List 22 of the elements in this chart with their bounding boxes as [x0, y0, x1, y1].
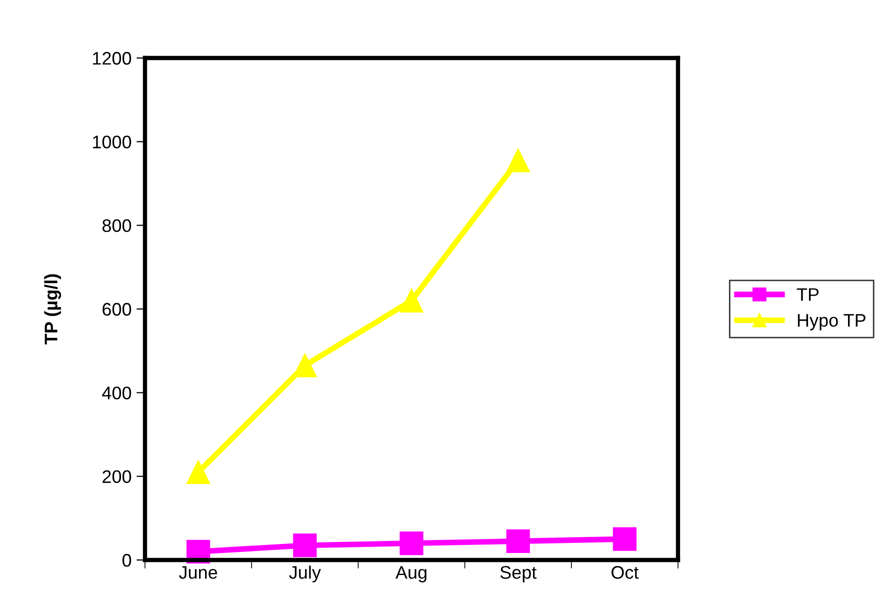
- legend-label: TP: [796, 288, 819, 301]
- point: [400, 531, 424, 556]
- y-tick-label: 200: [102, 470, 132, 484]
- point: [506, 148, 530, 172]
- x-tick-label: Aug: [395, 566, 426, 582]
- y-tick-label: 600: [102, 302, 132, 316]
- point: [506, 529, 530, 553]
- x-tick-label: July: [289, 566, 321, 582]
- y-tick-label: 800: [102, 219, 132, 232]
- legend-label: Hypo TP: [798, 314, 866, 330]
- point: [293, 534, 317, 558]
- y-tick-label: 400: [102, 386, 132, 400]
- point: [400, 288, 424, 312]
- y-tick-label: 1200: [93, 52, 132, 65]
- y-tick-label: 0: [122, 554, 132, 567]
- y-axis-title: TP (µg/l): [44, 274, 62, 344]
- x-tick-label: June: [179, 566, 218, 579]
- y-tick-label: 1000: [93, 136, 132, 148]
- x-tick-label: Oct: [612, 566, 639, 579]
- x-tick-label: Sept: [500, 566, 537, 582]
- point: [612, 527, 637, 551]
- point: [186, 460, 210, 484]
